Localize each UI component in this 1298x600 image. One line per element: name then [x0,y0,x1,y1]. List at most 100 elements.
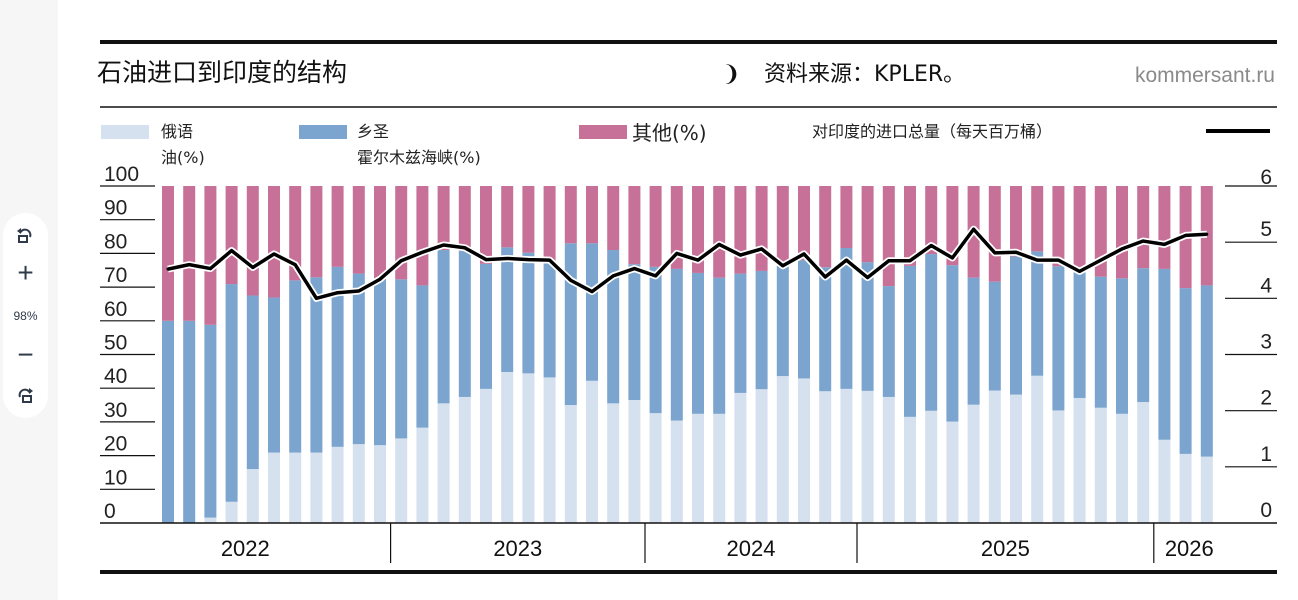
bar-hormuz [649,266,662,414]
legend-hormuz-line1: 乡圣 [357,122,389,141]
source-mark: ❩ [722,62,740,87]
bar-russia [1073,397,1086,523]
bar-other [988,186,1001,282]
bar-hormuz [755,270,768,390]
total-line-point [293,263,297,267]
total-line-point [675,251,679,255]
bar-russia [480,388,492,523]
total-line-point [484,258,488,262]
total-line-point [399,259,403,263]
right-tick-label: 0 [1260,499,1272,522]
bar-other [564,186,577,244]
total-line-point [654,274,658,278]
bar-other [586,186,598,244]
bar-russia [268,452,280,523]
total-line-point [950,256,954,260]
bar-other [798,186,810,261]
total-line-point [208,267,212,271]
bar-hormuz [776,265,789,377]
bar-russia [628,399,641,523]
left-tick-label: 40 [104,365,127,388]
bar-hormuz [670,268,683,421]
total-line-point [887,259,891,263]
year-label: 2024 [727,536,776,561]
year-label: 2022 [221,536,270,561]
bar-other [819,186,832,268]
bar-russia [1137,402,1150,523]
total-line-point [230,249,234,253]
bar-other [437,186,450,251]
total-line-point [420,250,424,254]
bar-hormuz [1200,285,1213,457]
legend-swatch-hormuz [299,125,347,139]
total-line-point [378,277,382,281]
bar-hormuz [882,286,895,397]
bar-hormuz [246,295,259,470]
bar-hormuz [734,273,747,393]
plus-icon: + [17,257,34,288]
total-line-point [590,290,594,294]
total-line-point [993,251,997,255]
bar-hormuz [819,267,832,392]
bar-russia [331,446,344,523]
bar-other [522,186,535,253]
bar-other [289,186,302,281]
bar-other [1116,186,1128,279]
right-tick-label: 3 [1260,331,1272,354]
total-line-point [505,256,509,260]
rotate-right-icon[interactable] [3,385,48,412]
bar-hormuz [480,263,492,389]
bar-other [416,186,429,286]
total-line-point [1141,239,1145,243]
left-tick-label: 10 [104,466,127,489]
bar-other [713,186,726,278]
right-tick-label: 2 [1260,387,1272,410]
bar-hormuz [183,320,196,523]
bar-hormuz [268,297,280,453]
bar-other [649,186,662,267]
bar-hormuz [1179,288,1192,454]
bar-russia [289,452,302,523]
bar-hormuz [564,243,577,406]
bar-other [183,186,196,321]
bar-hormuz [798,260,810,379]
bar-hormuz [395,279,408,439]
bar-hormuz [692,272,704,414]
total-line-point [1078,269,1082,273]
bar-hormuz [840,248,853,389]
total-line-halo [167,225,1207,302]
bar-hormuz [946,265,959,422]
bar-hormuz [204,324,217,518]
rotate-left-icon[interactable] [3,225,48,252]
bar-russia [1116,413,1128,523]
source-note: 资料来源：KPLER。 [764,62,965,87]
total-line-point [187,263,191,267]
bar-russia [543,377,556,523]
bar-other [946,186,959,266]
bar-russia [395,438,408,523]
total-line-point [1035,258,1039,262]
bar-russia [374,445,386,523]
left-tick-label: 70 [104,264,127,287]
bar-other [1158,186,1171,269]
left-tick-label: 50 [104,332,127,355]
total-line-point [357,289,361,293]
left-tick-label: 20 [104,433,127,456]
bar-russia [310,452,323,523]
bar-other [755,186,768,271]
legend-other: 其他(%) [632,121,707,145]
bar-other [1137,186,1150,269]
bar-russia [819,391,832,523]
zoom-out-button[interactable]: − [3,341,48,369]
legend-hormuz-line2: 霍尔木兹海峡(%) [357,148,481,167]
right-tick-label: 1 [1260,443,1272,466]
zoom-level: 98% [13,309,38,323]
bar-russia [1158,439,1171,523]
legend-russia-line1: 俄语 [161,122,193,141]
bar-russia [882,396,895,523]
year-label: 2026 [1165,536,1214,561]
total-line-point [272,252,276,256]
zoom-in-button[interactable]: + [3,259,48,287]
bar-hormuz [522,252,535,374]
